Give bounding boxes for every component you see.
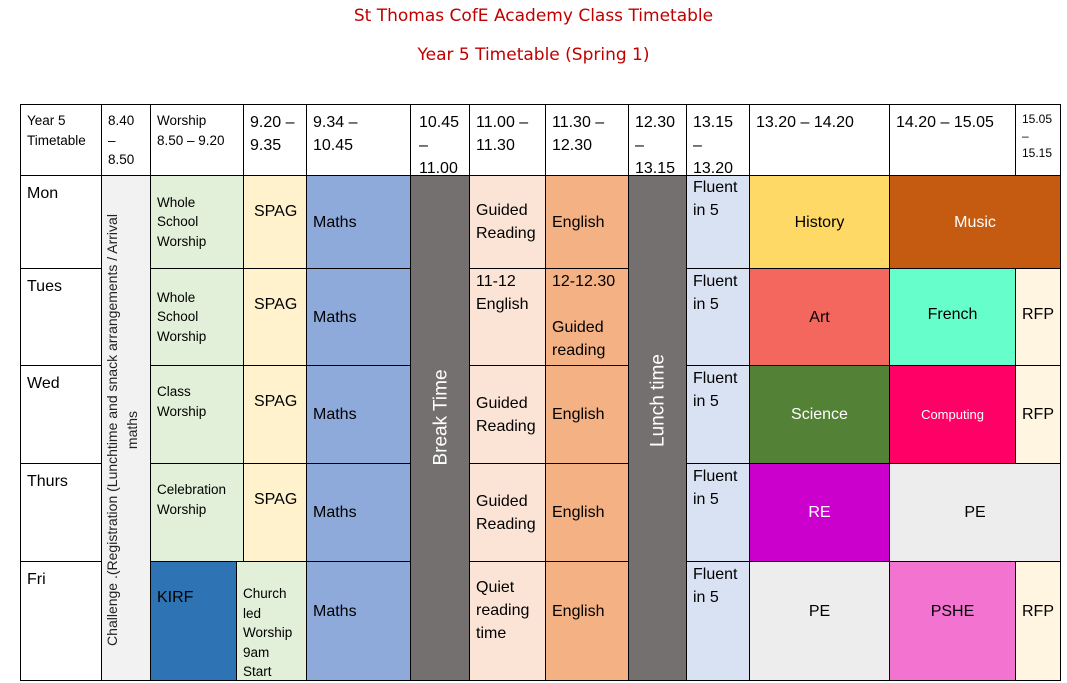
- maths-cell: Maths: [306, 268, 411, 366]
- registration-text: Challenge .(Registration (Lunchtime and …: [104, 214, 140, 646]
- history-cell: History: [749, 175, 890, 269]
- registration-cell: Challenge .(Registration (Lunchtime and …: [101, 175, 151, 681]
- computing-cell: Computing: [889, 365, 1016, 464]
- fluent-in-5-cell: Fluent in 5: [686, 561, 750, 681]
- fluent-in-5-cell: Fluent in 5: [686, 175, 750, 269]
- day-label: Wed: [20, 365, 102, 464]
- time-header: 15.05 – 15.15: [1015, 104, 1061, 176]
- guided-reading-cell: Guided Reading: [469, 365, 546, 464]
- kirf-cell: KIRF: [150, 561, 237, 681]
- time-header: Worship 8.50 – 9.20: [150, 104, 244, 176]
- worship-cell: Whole School Worship: [150, 268, 244, 366]
- maths-cell: Maths: [306, 463, 411, 562]
- corner-header: Year 5 Timetable: [20, 104, 102, 176]
- spag-cell: SPAG: [243, 365, 307, 464]
- time-header: 8.40 – 8.50: [101, 104, 151, 176]
- lunch-time-cell: Lunch time: [628, 175, 687, 681]
- time-header: 9.20 – 9.35: [243, 104, 307, 176]
- document-title: St Thomas CofE Academy Class Timetable: [353, 6, 714, 26]
- day-label: Mon: [20, 175, 102, 269]
- music-cell: Music: [889, 175, 1061, 269]
- time-header: 11.00 – 11.30: [469, 104, 546, 176]
- guided-reading-cell: Guided Reading: [469, 175, 546, 269]
- time-header: 10.45 – 11.00: [410, 104, 470, 176]
- english-cell: English: [545, 175, 629, 269]
- guided-reading-cell: 12-12.30 Guided reading: [545, 268, 629, 366]
- spag-cell: SPAG: [243, 463, 307, 562]
- fluent-in-5-cell: Fluent in 5: [686, 268, 750, 366]
- day-label: Fri: [20, 561, 102, 681]
- time-header: 14.20 – 15.05: [889, 104, 1016, 176]
- break-time-text: Break Time: [430, 369, 452, 466]
- time-header: 13.15 – 13.20: [686, 104, 750, 176]
- english-cell: English: [545, 365, 629, 464]
- pe-cell: PE: [749, 561, 890, 681]
- time-header: 11.30 – 12.30: [545, 104, 629, 176]
- day-label: Thurs: [20, 463, 102, 562]
- day-label: Tues: [20, 268, 102, 366]
- fluent-in-5-cell: Fluent in 5: [686, 463, 750, 562]
- english-cell: English: [545, 463, 629, 562]
- time-header: 13.20 – 14.20: [749, 104, 890, 176]
- re-cell: RE: [749, 463, 890, 562]
- pshe-cell: PSHE: [889, 561, 1016, 681]
- quiet-reading-cell: Quiet reading time: [469, 561, 546, 681]
- rfp-cell: RFP: [1015, 561, 1061, 681]
- worship-cell: Class Worship: [150, 365, 244, 464]
- worship-cell: Whole School Worship: [150, 175, 244, 269]
- worship-cell: Celebration Worship: [150, 463, 244, 562]
- english-cell: English: [545, 561, 629, 681]
- document-subtitle: Year 5 Timetable (Spring 1): [417, 45, 650, 65]
- time-header: 9.34 – 10.45: [306, 104, 411, 176]
- science-cell: Science: [749, 365, 890, 464]
- art-cell: Art: [749, 268, 890, 366]
- lunch-time-text: Lunch time: [647, 354, 669, 447]
- fluent-in-5-cell: Fluent in 5: [686, 365, 750, 464]
- pe-cell: PE: [889, 463, 1061, 562]
- break-time-cell: Break Time: [410, 175, 470, 681]
- worship-cell: Church led Worship 9am Start: [236, 561, 307, 681]
- maths-cell: Maths: [306, 175, 411, 269]
- maths-cell: Maths: [306, 365, 411, 464]
- french-cell: French: [889, 268, 1016, 366]
- maths-cell: Maths: [306, 561, 411, 681]
- time-header: 12.30 – 13.15: [628, 104, 687, 176]
- spag-cell: SPAG: [243, 268, 307, 366]
- english-cell: 11-12 English: [469, 268, 546, 366]
- rfp-cell: RFP: [1015, 268, 1061, 366]
- rfp-cell: RFP: [1015, 365, 1061, 464]
- guided-reading-cell: Guided Reading: [469, 463, 546, 562]
- spag-cell: SPAG: [243, 175, 307, 269]
